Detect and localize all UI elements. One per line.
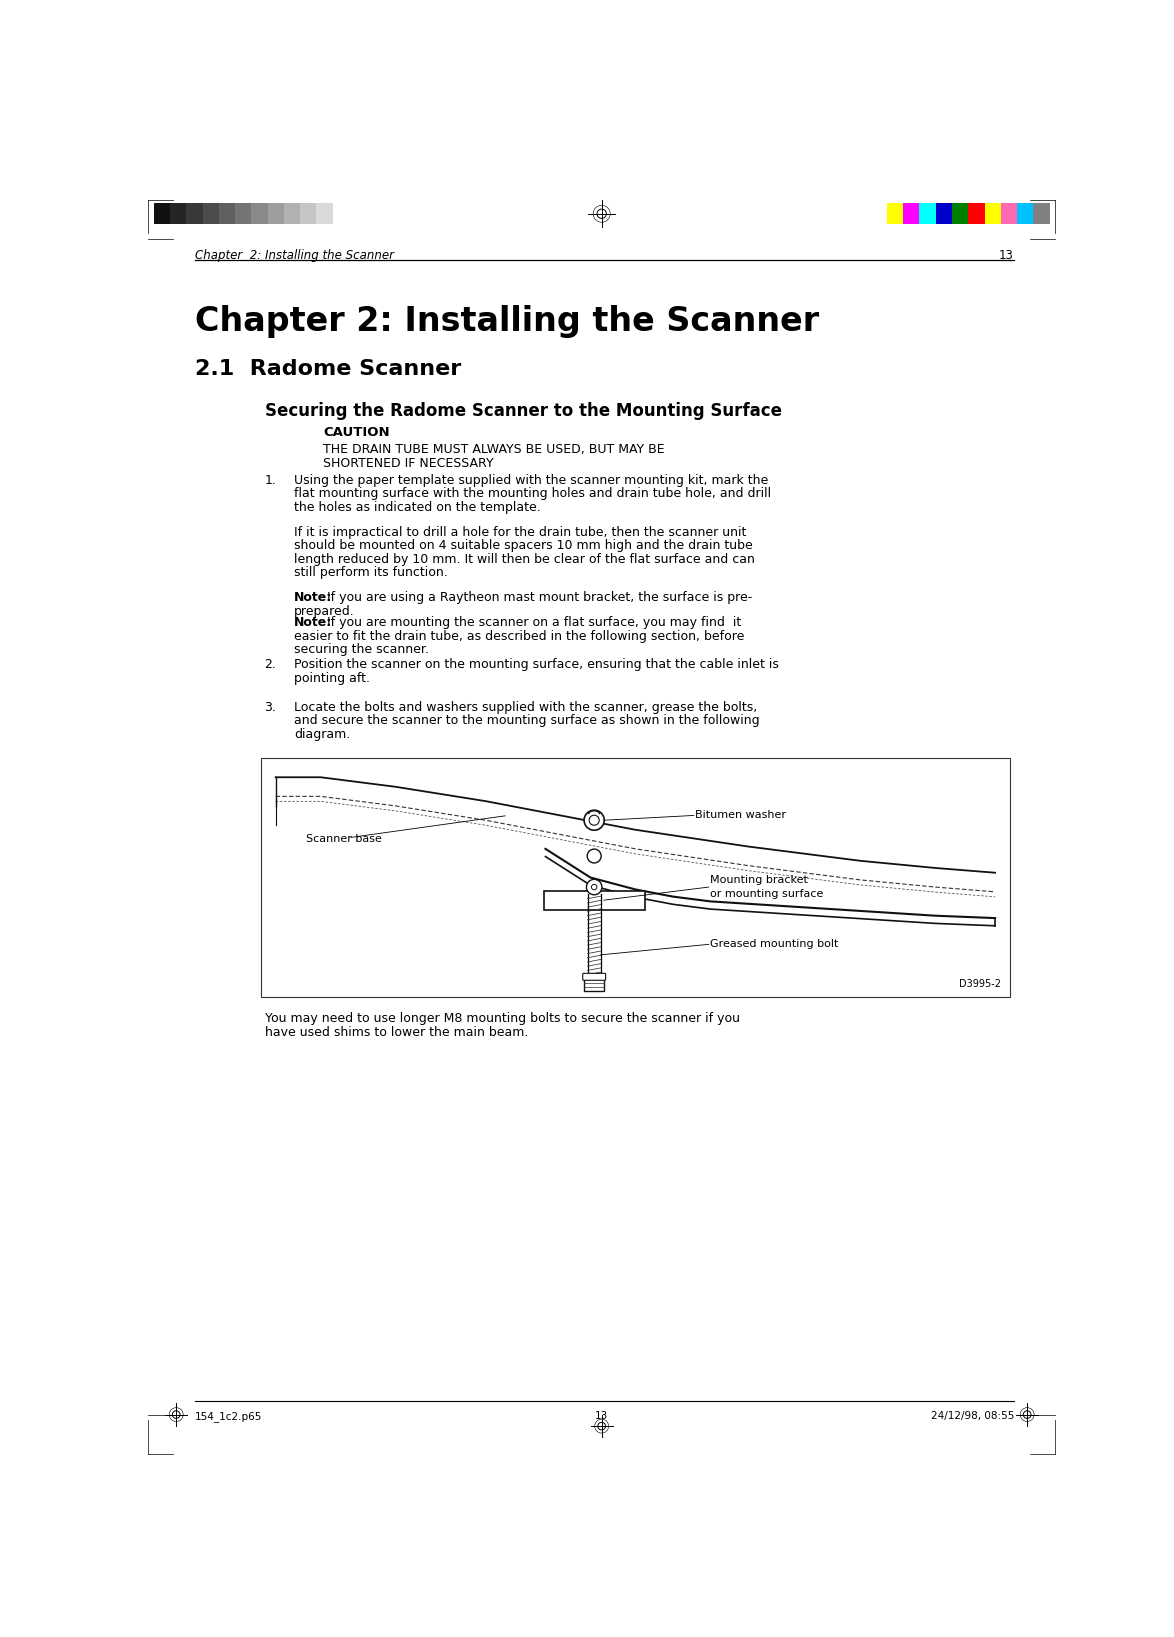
Bar xyxy=(936,203,952,224)
Text: 2.: 2. xyxy=(264,658,276,671)
Text: 2.1  Radome Scanner: 2.1 Radome Scanner xyxy=(195,359,461,378)
Bar xyxy=(919,203,936,224)
Circle shape xyxy=(589,815,599,825)
FancyBboxPatch shape xyxy=(582,974,606,981)
Bar xyxy=(1017,203,1033,224)
Text: flat mounting surface with the mounting holes and drain tube hole, and drill: flat mounting surface with the mounting … xyxy=(294,488,771,501)
Bar xyxy=(903,203,919,224)
Text: You may need to use longer M8 mounting bolts to secure the scanner if you: You may need to use longer M8 mounting b… xyxy=(264,1012,740,1025)
Text: easier to fit the drain tube, as described in the following section, before: easier to fit the drain tube, as describ… xyxy=(294,630,744,643)
Text: SHORTENED IF NECESSARY: SHORTENED IF NECESSARY xyxy=(324,457,494,470)
Text: diagram.: diagram. xyxy=(294,728,350,740)
Bar xyxy=(251,203,268,224)
Text: 3.: 3. xyxy=(264,701,276,714)
Text: 1.: 1. xyxy=(264,473,276,486)
Text: securing the scanner.: securing the scanner. xyxy=(294,643,429,656)
Text: length reduced by 10 mm. It will then be clear of the flat surface and can: length reduced by 10 mm. It will then be… xyxy=(294,553,755,565)
Text: Chapter 2: Installing the Scanner: Chapter 2: Installing the Scanner xyxy=(195,304,819,337)
Bar xyxy=(284,203,301,224)
Text: If it is impractical to drill a hole for the drain tube, then the scanner unit: If it is impractical to drill a hole for… xyxy=(294,525,747,539)
Bar xyxy=(154,203,170,224)
Bar xyxy=(218,203,235,224)
Circle shape xyxy=(587,879,602,895)
Bar xyxy=(203,203,218,224)
Bar xyxy=(585,979,603,990)
Text: Securing the Radome Scanner to the Mounting Surface: Securing the Radome Scanner to the Mount… xyxy=(264,401,782,419)
Bar xyxy=(187,203,203,224)
Text: Scanner base: Scanner base xyxy=(305,835,382,845)
Bar xyxy=(969,203,985,224)
Text: Using the paper template supplied with the scanner mounting kit, mark the: Using the paper template supplied with t… xyxy=(294,473,768,486)
Bar xyxy=(317,203,332,224)
Text: prepared.: prepared. xyxy=(294,604,355,617)
Text: and secure the scanner to the mounting surface as shown in the following: and secure the scanner to the mounting s… xyxy=(294,714,760,727)
Text: Chapter  2: Installing the Scanner: Chapter 2: Installing the Scanner xyxy=(195,249,393,262)
Text: Note:: Note: xyxy=(294,616,332,629)
Bar xyxy=(1000,203,1017,224)
Text: Mounting bracket
or mounting surface: Mounting bracket or mounting surface xyxy=(710,876,824,899)
Text: Note:: Note: xyxy=(294,591,332,604)
Text: THE DRAIN TUBE MUST ALWAYS BE USED, BUT MAY BE: THE DRAIN TUBE MUST ALWAYS BE USED, BUT … xyxy=(324,444,666,457)
Text: pointing aft.: pointing aft. xyxy=(294,671,370,684)
Text: should be mounted on 4 suitable spacers 10 mm high and the drain tube: should be mounted on 4 suitable spacers … xyxy=(294,539,753,552)
Text: If you are mounting the scanner on a flat surface, you may find  it: If you are mounting the scanner on a fla… xyxy=(323,616,741,629)
Bar xyxy=(1033,203,1050,224)
Bar xyxy=(261,758,1010,997)
Text: Locate the bolts and washers supplied with the scanner, grease the bolts,: Locate the bolts and washers supplied wi… xyxy=(294,701,757,714)
Text: the holes as indicated on the template.: the holes as indicated on the template. xyxy=(294,501,541,514)
Bar xyxy=(170,203,187,224)
Bar xyxy=(886,203,903,224)
Bar xyxy=(235,203,251,224)
Circle shape xyxy=(587,850,601,863)
Text: 13: 13 xyxy=(595,1411,608,1421)
Circle shape xyxy=(585,810,605,830)
Text: Bitumen washer: Bitumen washer xyxy=(695,810,787,820)
Text: still perform its function.: still perform its function. xyxy=(294,566,447,579)
Text: D3995-2: D3995-2 xyxy=(959,979,1000,989)
Text: 13: 13 xyxy=(999,249,1014,262)
Bar xyxy=(952,203,969,224)
Text: CAUTION: CAUTION xyxy=(324,426,390,439)
Bar xyxy=(544,891,645,910)
Text: 24/12/98, 08:55: 24/12/98, 08:55 xyxy=(931,1411,1014,1421)
Text: If you are using a Raytheon mast mount bracket, the surface is pre-: If you are using a Raytheon mast mount b… xyxy=(323,591,751,604)
Bar xyxy=(301,203,317,224)
Text: 154_1c2.p65: 154_1c2.p65 xyxy=(195,1411,262,1421)
Text: Position the scanner on the mounting surface, ensuring that the cable inlet is: Position the scanner on the mounting sur… xyxy=(294,658,778,671)
Bar xyxy=(985,203,1000,224)
Circle shape xyxy=(592,884,596,891)
Text: have used shims to lower the main beam.: have used shims to lower the main beam. xyxy=(264,1026,528,1039)
Text: Greased mounting bolt: Greased mounting bolt xyxy=(710,940,838,949)
Bar xyxy=(268,203,284,224)
